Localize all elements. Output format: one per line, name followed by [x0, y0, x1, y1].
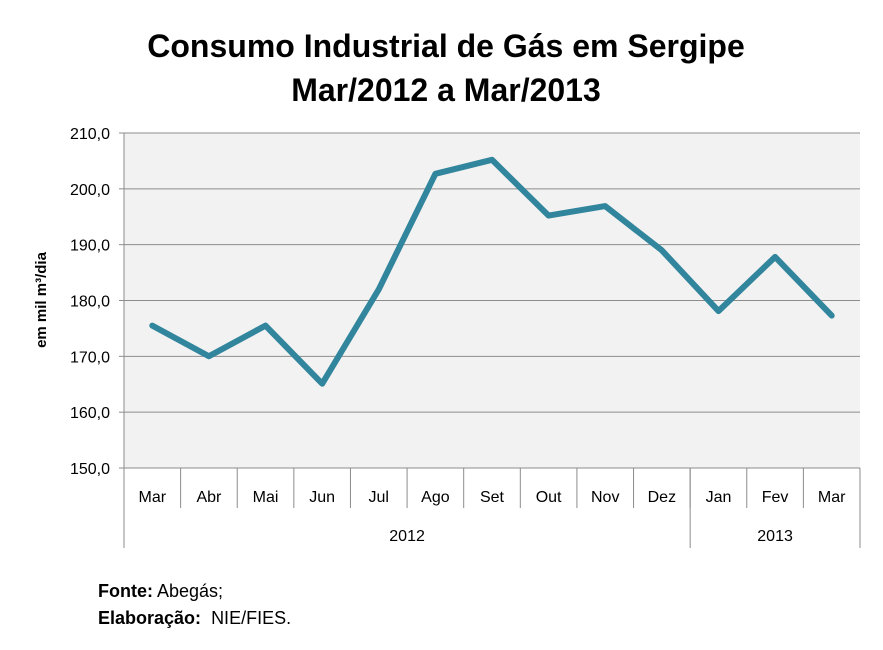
x-tick-label: Jan — [706, 489, 732, 506]
source-line: Fonte: Abegás; — [98, 578, 291, 605]
x-tick-label: Dez — [648, 489, 676, 506]
y-tick-label: 150,0 — [70, 461, 110, 478]
y-tick-label: 170,0 — [70, 349, 110, 366]
source-label: Fonte: — [98, 581, 153, 601]
x-tick-label: Mar — [818, 489, 846, 506]
chart-title-line2: Mar/2012 a Mar/2013 — [291, 72, 601, 108]
footnotes: Fonte: Abegás; Elaboração: NIE/FIES. — [98, 578, 291, 632]
year-label: 2012 — [389, 528, 425, 545]
x-tick-label: Mar — [139, 489, 167, 506]
y-tick-label: 190,0 — [70, 238, 110, 255]
x-tick-label: Nov — [591, 489, 619, 506]
year-label: 2013 — [757, 528, 793, 545]
x-tick-label: Abr — [196, 489, 222, 506]
axes — [123, 133, 861, 548]
y-tick-label: 180,0 — [70, 294, 110, 311]
x-tick-label: Jul — [369, 489, 389, 506]
series-line — [149, 156, 835, 387]
y-tick-labels: 150,0 160,0 170,0 180,0 190,0 200,0 210,0 — [70, 126, 110, 478]
year-labels: 2012 2013 — [389, 528, 793, 545]
x-tick-label: Out — [536, 489, 562, 506]
x-tick-label: Set — [480, 489, 505, 506]
elaboration-label: Elaboração: — [98, 608, 202, 628]
y-tick-label: 200,0 — [70, 182, 110, 199]
y-axis-label: em mil m³/dia — [33, 251, 50, 348]
x-tick-label: Jun — [309, 489, 335, 506]
x-tick-label: Mai — [253, 489, 279, 506]
x-tick-labels: Mar Abr Mai Jun Jul Ago Set Out Nov Dez Jan Fev Mar — [139, 489, 847, 506]
elaboration-line: Elaboração: NIE/FIES. — [98, 605, 291, 632]
x-tick-label: Fev — [762, 489, 789, 506]
y-tick-label: 160,0 — [70, 405, 110, 422]
source-value: Abegás; — [157, 581, 224, 601]
y-tick-label: 210,0 — [70, 126, 110, 143]
chart-title-line1: Consumo Industrial de Gás em Sergipe — [147, 28, 744, 64]
x-tick-label: Ago — [421, 489, 450, 506]
elaboration-value: NIE/FIES. — [211, 608, 292, 628]
